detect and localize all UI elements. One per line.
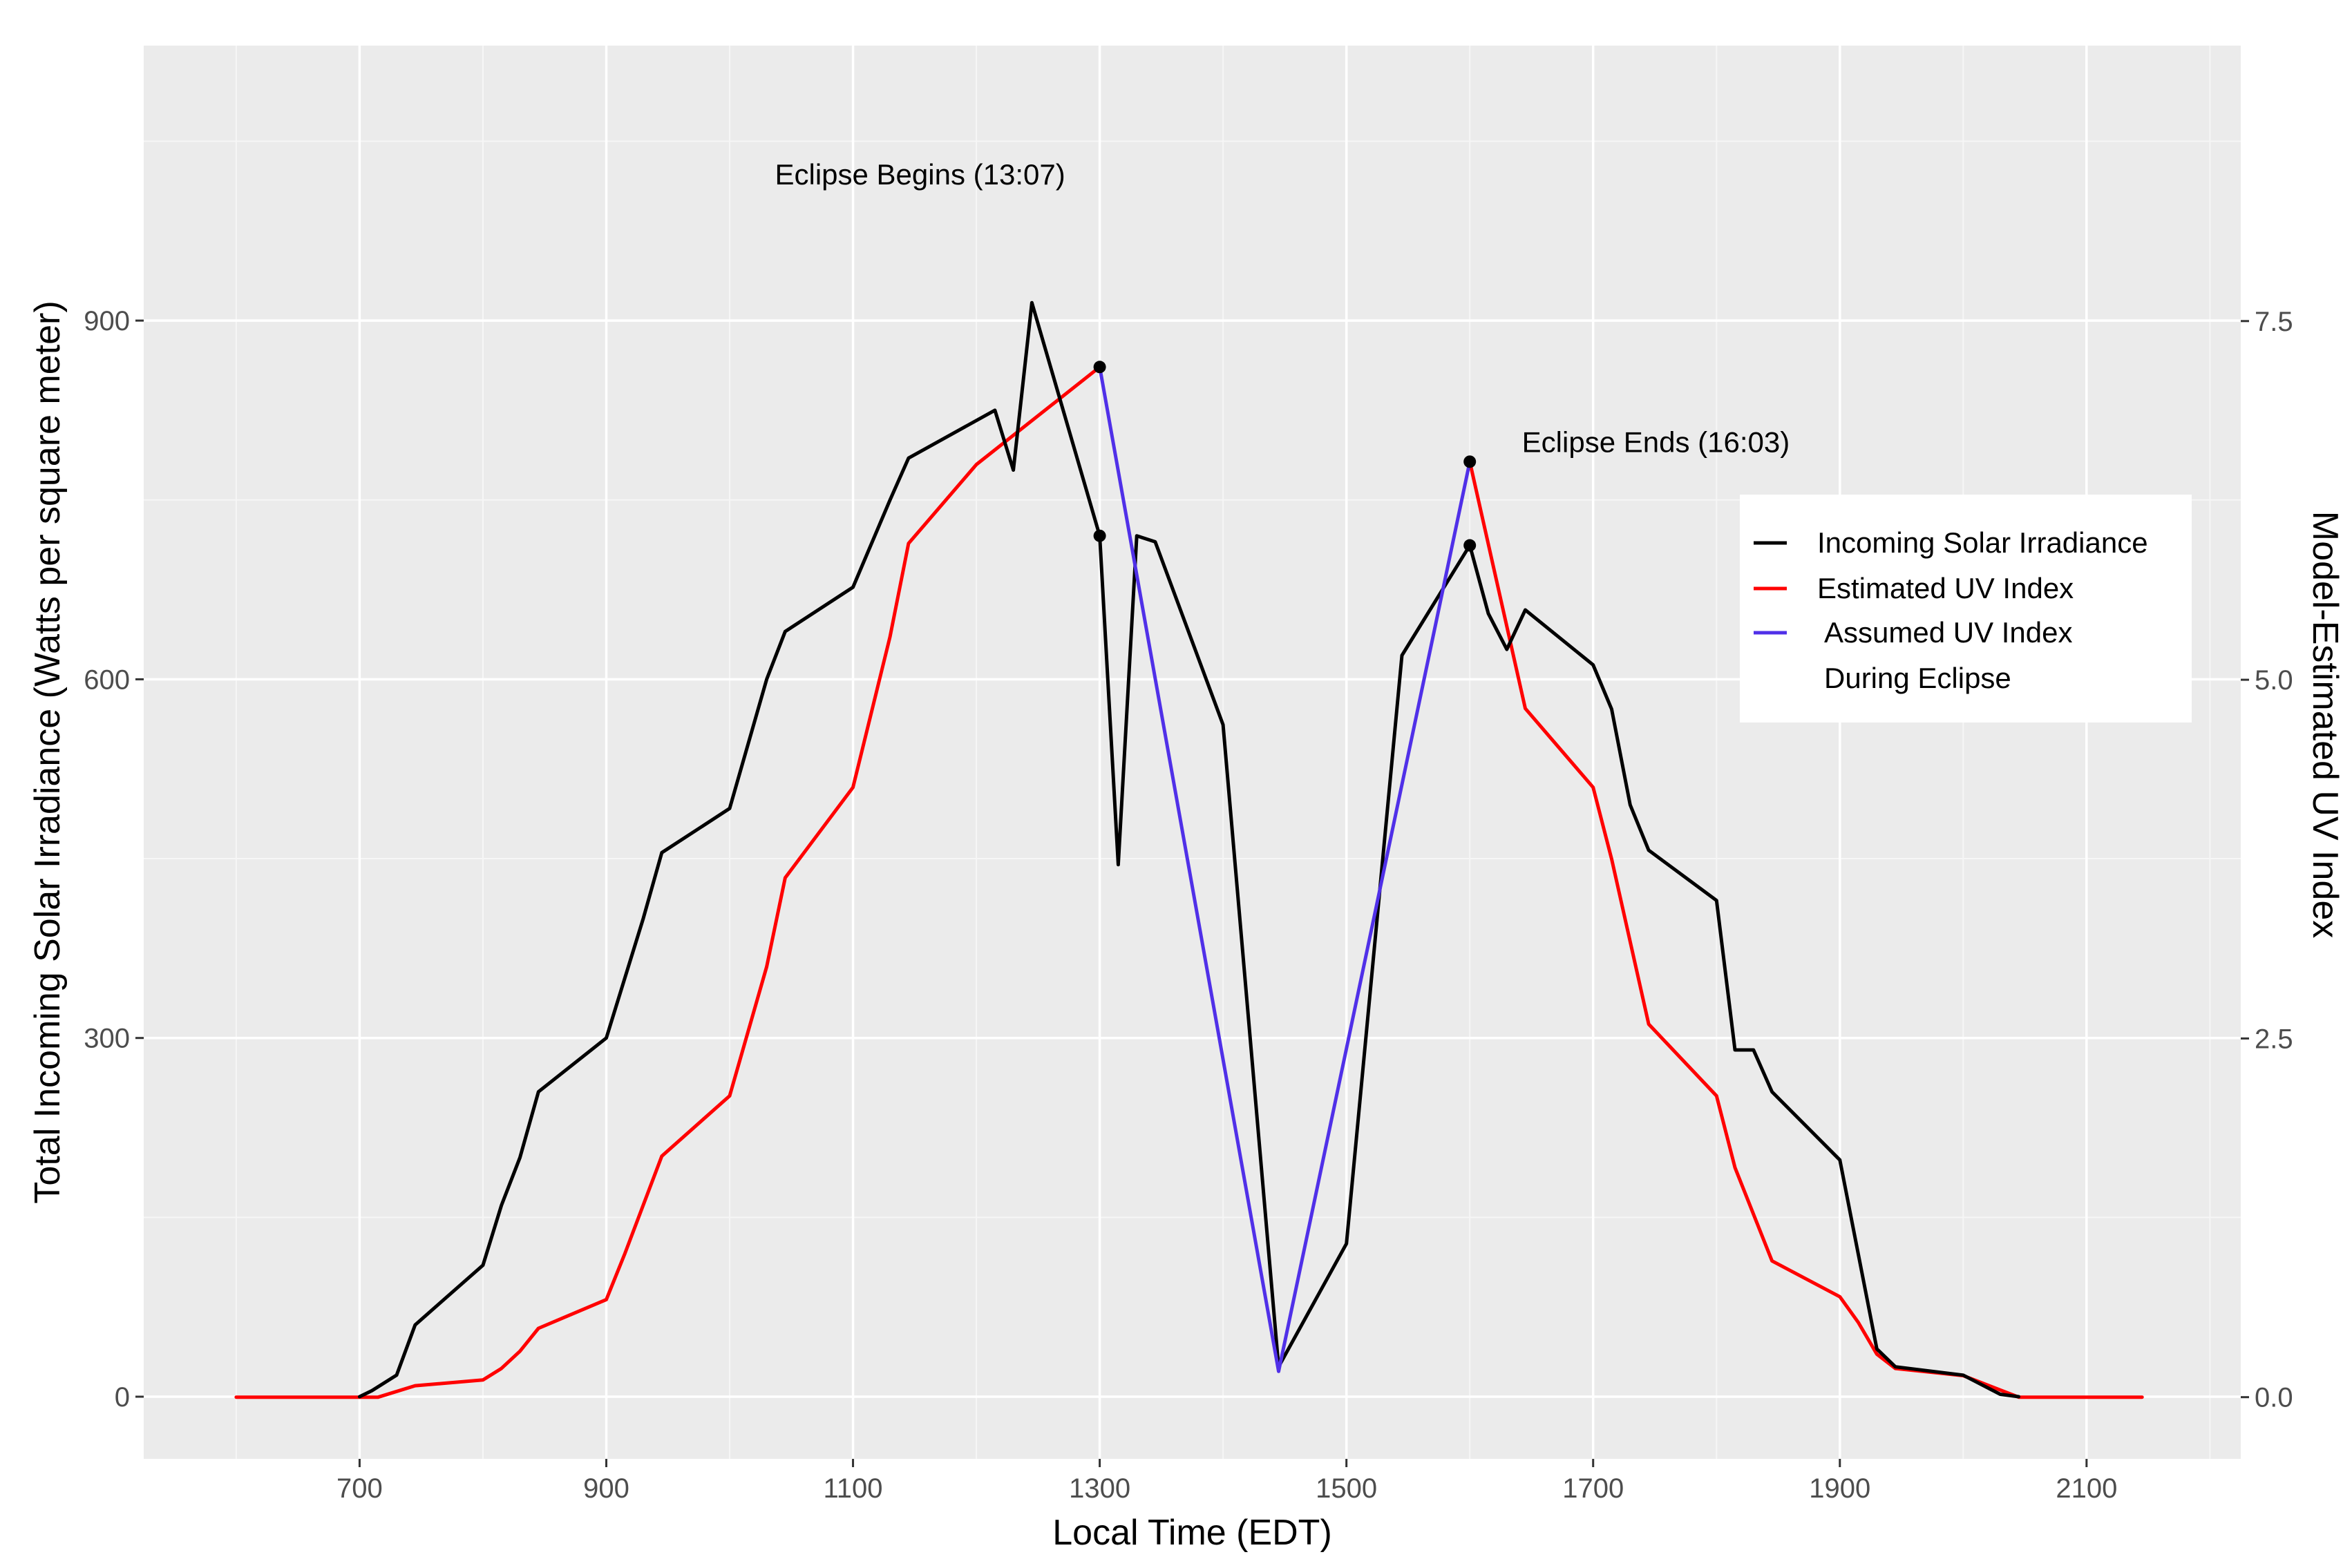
x-axis-title: Local Time (EDT) <box>1052 1513 1332 1553</box>
minor-gridlines <box>144 46 2241 1459</box>
x-tick-label: 700 <box>336 1473 383 1504</box>
series-estimated-uv-segment-0 <box>234 365 1102 1399</box>
series-layer <box>234 300 2144 1399</box>
eclipse-point-marker-3 <box>1463 455 1477 468</box>
x-tick-label: 1500 <box>1316 1473 1377 1504</box>
plot-panel <box>144 46 2241 1459</box>
x-tick-label: 2100 <box>2056 1473 2117 1504</box>
y2-axis-ticks: 0.0 2.5 5.0 7.5 <box>2241 307 2293 1413</box>
major-gridlines <box>144 46 2241 1459</box>
y-tick-label: 0 <box>115 1382 130 1413</box>
legend-label-estimated-uv: Estimated UV Index <box>1817 572 2074 604</box>
y2-tick-label: 7.5 <box>2255 307 2293 337</box>
legend: Incoming Solar Irradiance Estimated UV I… <box>1740 495 2192 723</box>
legend-label-irradiance: Incoming Solar Irradiance <box>1817 526 2148 559</box>
x-axis-ticks: 700 900 1100 1300 1500 1700 1900 2100 <box>336 1459 2117 1504</box>
y-tick-label: 600 <box>84 665 130 695</box>
legend-label-assumed-uv-line2: During Eclipse <box>1824 662 2011 694</box>
x-tick-label: 1900 <box>1809 1473 1870 1504</box>
y-tick-label: 900 <box>84 306 130 336</box>
series-assumed-uv-during-eclipse <box>1098 365 1472 1373</box>
x-tick-label: 900 <box>583 1473 629 1504</box>
y-axis-title: Total Incoming Solar Irradiance (Watts p… <box>28 300 68 1203</box>
y-tick-label: 300 <box>84 1024 130 1054</box>
y-axis-ticks: 0 300 600 900 <box>84 306 144 1413</box>
y2-tick-label: 5.0 <box>2255 665 2293 696</box>
series-incoming-solar-irradiance <box>357 300 2021 1399</box>
legend-label-assumed-uv: Assumed UV Index <box>1824 616 2073 649</box>
x-tick-label: 1300 <box>1069 1473 1130 1504</box>
eclipse-point-marker-0 <box>1093 529 1106 542</box>
eclipse-point-marker-2 <box>1463 539 1477 552</box>
eclipse-point-marker-1 <box>1093 361 1106 374</box>
x-tick-label: 1100 <box>824 1473 883 1504</box>
x-tick-label: 1700 <box>1562 1473 1624 1504</box>
y2-tick-label: 2.5 <box>2255 1024 2293 1054</box>
annotation-eclipse-ends: Eclipse Ends (16:03) <box>1522 426 1790 459</box>
markers-layer <box>1093 361 1477 552</box>
legend-box <box>1740 495 2192 723</box>
annotation-eclipse-begins: Eclipse Begins (13:07) <box>775 158 1065 191</box>
y2-tick-label: 0.0 <box>2255 1383 2293 1413</box>
y2-axis-title: Model-Estimated UV Index <box>2305 511 2345 939</box>
